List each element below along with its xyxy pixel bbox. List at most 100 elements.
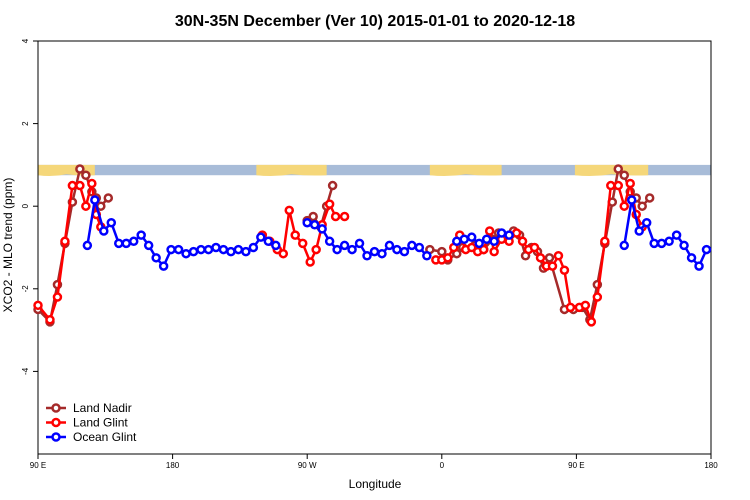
ocean-glint-point-28 [317, 224, 327, 234]
land-glint-point-54 [625, 178, 635, 189]
ocean-glint-point-53 [634, 226, 644, 236]
land-nadir-point-40 [613, 164, 624, 174]
ocean-glint-point-30 [332, 244, 342, 255]
land-glint-point-49 [592, 292, 603, 302]
land-glint-point-53 [619, 201, 630, 211]
ocean-glint-point-8 [143, 240, 154, 251]
ocean-glint-point-5 [121, 238, 131, 249]
ocean-glint-point-6 [128, 236, 139, 247]
land-nadir-point-32 [544, 253, 555, 263]
land-glint-point-0 [33, 300, 43, 311]
land-glint-point-7 [87, 178, 97, 189]
y-tick-label-1: -2 [21, 285, 30, 293]
ocean-glint-point-59 [679, 240, 689, 251]
land-glint-point-3 [60, 236, 70, 247]
x-tick-label-1: 180 [166, 461, 180, 470]
land-glint-point-16 [297, 238, 308, 249]
ocean-glint-point-48 [489, 236, 499, 247]
legend-marker-land-nadir [51, 403, 61, 413]
y-tick-label-0: -4 [21, 367, 30, 375]
ocean-glint-point-50 [504, 230, 514, 240]
ocean-glint-point-32 [347, 244, 357, 255]
plot-area: 90 E 180 90 W 0 90 E 180 -4 -2 0 2 4 Land NadirLand… [21, 38, 718, 470]
ocean-glint-point-38 [392, 244, 402, 255]
ocean-glint-point-24 [263, 236, 274, 247]
land-glint-point-37 [517, 236, 528, 247]
ocean-glint-point-7 [136, 230, 146, 240]
chart-title: 30N-35N December (Ver 10) 2015-01-01 to … [175, 13, 575, 30]
land-nadir-point-10 [103, 193, 114, 203]
land-nadir-point-17 [437, 246, 447, 257]
land-nadir-point-41 [619, 170, 630, 180]
land-glint-point-44 [559, 265, 570, 275]
ocean-glint-point-19 [226, 246, 236, 257]
land-glint-point-14 [284, 205, 295, 216]
x-tick-label-3: 0 [440, 461, 445, 470]
ocean-glint-point-33 [354, 238, 365, 249]
x-tick-label-5: 180 [704, 461, 718, 470]
ocean-glint-point-27 [309, 220, 320, 230]
ocean-glint-point-9 [151, 253, 161, 263]
x-axis-label: Longitude [349, 477, 402, 491]
ocean-glint-point-36 [377, 248, 387, 259]
ocean-glint-point-10 [158, 261, 169, 271]
x-tick-label-4: 90 E [568, 461, 584, 470]
ocean-glint-point-31 [339, 240, 350, 251]
ocean-glint-point-26 [302, 217, 312, 228]
land-glint-point-33 [489, 246, 499, 257]
land-glint-point-22 [339, 211, 350, 222]
ocean-glint-point-52 [626, 195, 637, 205]
y-tick-label-3: 2 [21, 121, 30, 126]
ocean-glint-point-42 [422, 251, 432, 261]
ocean-glint-point-17 [211, 242, 221, 253]
ocean-glint-point-55 [649, 238, 659, 249]
land-glint-point-42 [547, 261, 558, 271]
land-glint-point-45 [565, 302, 576, 313]
legend-label-land-glint: Land Glint [73, 416, 128, 430]
land-glint-point-17 [305, 257, 315, 267]
ocean-glint-point-3 [106, 217, 117, 228]
land-glint-line-0 [37, 182, 102, 322]
ocean-glint-point-45 [466, 232, 477, 242]
ocean-glint-point-40 [407, 240, 417, 251]
ocean-glint-point-43 [452, 236, 462, 247]
ocean-glint-point-61 [694, 261, 704, 271]
land-glint-point-4 [67, 180, 78, 191]
land-nadir-point-5 [75, 164, 85, 174]
ocean-glint-point-46 [474, 238, 484, 249]
ocean-glint-point-54 [641, 217, 652, 228]
land-glint-point-18 [311, 244, 321, 255]
y-tick-label-4: 4 [21, 38, 30, 43]
land-nadir-line-0 [37, 167, 110, 324]
ocean-glint-point-47 [481, 234, 492, 244]
x-tick-label-0: 90 E [30, 461, 46, 470]
surface-band-land-3 [574, 164, 649, 177]
ocean-glint-point-21 [241, 246, 251, 257]
land-glint-point-21 [330, 211, 341, 222]
land-glint-point-25 [443, 253, 453, 263]
legend-label-ocean-glint: Ocean Glint [73, 430, 137, 444]
land-glint-point-13 [278, 248, 289, 259]
land-glint-point-20 [324, 199, 335, 209]
ocean-glint-point-35 [369, 246, 380, 257]
legend-marker-land-glint [51, 417, 61, 428]
land-glint-point-31 [478, 244, 489, 255]
ocean-glint-point-39 [399, 246, 410, 257]
ocean-glint-point-37 [384, 240, 395, 251]
ocean-glint-point-60 [686, 253, 697, 263]
ocean-glint-point-12 [173, 244, 184, 255]
y-axis-label: XCO2 - MLO trend (ppm) [1, 178, 15, 313]
ocean-glint-point-14 [188, 246, 199, 257]
ocean-glint-point-49 [496, 228, 507, 238]
ocean-glint-point-51 [619, 240, 630, 251]
ocean-glint-point-13 [181, 248, 191, 259]
land-glint-point-47 [580, 300, 591, 311]
land-nadir-point-15 [327, 180, 338, 191]
ocean-glint-point-20 [233, 244, 244, 255]
land-glint-point-36 [511, 228, 522, 238]
surface-band-land-1 [256, 164, 327, 177]
land-glint-point-5 [75, 180, 85, 191]
ocean-glint-point-56 [656, 238, 667, 249]
ocean-glint-line-0 [86, 198, 277, 268]
ocean-glint-point-1 [90, 195, 100, 205]
